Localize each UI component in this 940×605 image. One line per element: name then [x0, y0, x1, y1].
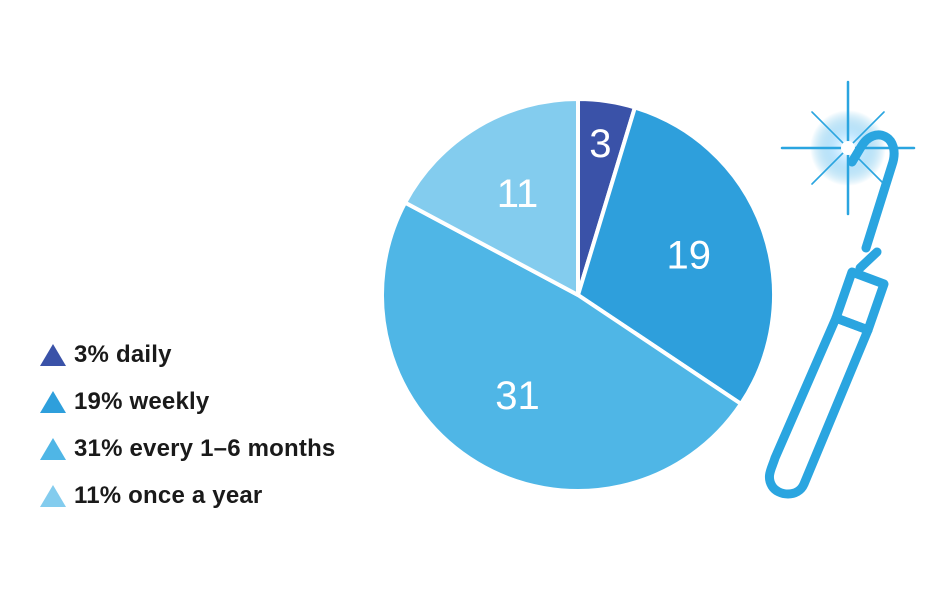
legend-label: 11% once a year	[74, 482, 263, 509]
legend: 3% daily 19% weekly 31% every 1–6 months…	[38, 337, 335, 514]
pie-slice-2	[380, 200, 743, 493]
legend-item-yearly: 11% once a year	[38, 478, 335, 514]
pie-slice-label: 19	[666, 233, 711, 277]
legend-triangle-icon	[40, 344, 66, 366]
pie-slice-label: 3	[589, 122, 611, 166]
legend-item-monthly: 31% every 1–6 months	[38, 431, 335, 467]
legend-item-weekly: 19% weekly	[38, 384, 335, 420]
legend-triangle-icon	[40, 485, 66, 507]
pie-slice-3	[403, 97, 580, 297]
legend-label: 3% daily	[74, 341, 172, 368]
legend-triangle-icon	[40, 391, 66, 413]
legend-label: 19% weekly	[74, 388, 210, 415]
legend-label: 31% every 1–6 months	[74, 435, 336, 462]
legend-item-daily: 3% daily	[38, 337, 335, 373]
pie-slice-label: 31	[495, 374, 540, 418]
pie-slice-label: 11	[497, 172, 539, 216]
pie-slice-1	[576, 105, 776, 406]
legend-triangle-icon	[40, 438, 66, 460]
